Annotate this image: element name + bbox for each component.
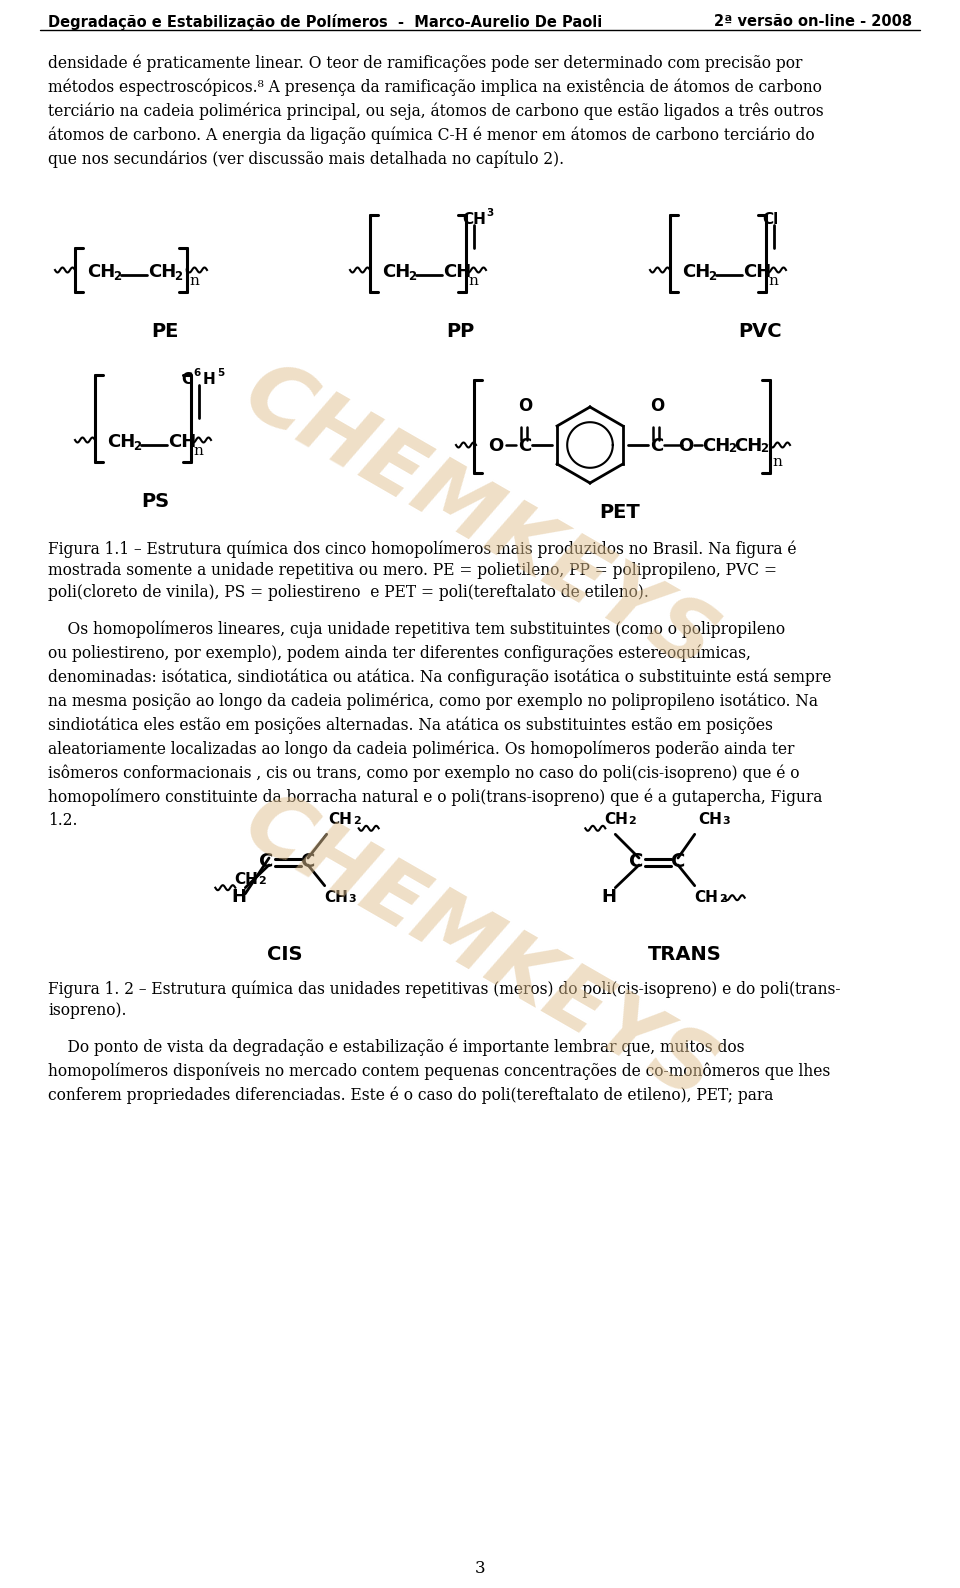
Text: 5: 5 <box>217 368 225 378</box>
Text: C: C <box>301 853 316 870</box>
Text: C: C <box>259 853 274 870</box>
Text: sindiotática eles estão em posições alternadas. Na atática os substituintes estã: sindiotática eles estão em posições alte… <box>48 716 773 734</box>
Text: CHEMKEYS: CHEMKEYS <box>229 781 731 1118</box>
Text: 2: 2 <box>628 816 636 826</box>
Text: C: C <box>518 437 531 456</box>
Text: PS: PS <box>141 492 169 511</box>
Text: C: C <box>181 372 192 387</box>
Text: isômeros conformacionais , cis ou trans, como por exemplo no caso do poli(cis-is: isômeros conformacionais , cis ou trans,… <box>48 764 800 781</box>
Text: n: n <box>468 275 478 287</box>
Text: CH: CH <box>328 813 352 827</box>
Text: CH: CH <box>604 813 628 827</box>
Text: densidade é praticamente linear. O teor de ramificações pode ser determinado com: densidade é praticamente linear. O teor … <box>48 56 803 73</box>
Text: Figura 1. 2 – Estrutura química das unidades repetitivas (meros) do poli(cis-iso: Figura 1. 2 – Estrutura química das unid… <box>48 980 841 997</box>
Text: CH: CH <box>234 872 258 886</box>
Text: Degradação e Estabilização de Polímeros  -  Marco-Aurelio De Paoli: Degradação e Estabilização de Polímeros … <box>48 14 602 30</box>
Text: 2: 2 <box>352 816 360 826</box>
Text: 3: 3 <box>474 1559 486 1577</box>
Text: CH: CH <box>148 264 177 281</box>
Text: aleatoriamente localizadas ao longo da cadeia polimérica. Os homopolímeros poder: aleatoriamente localizadas ao longo da c… <box>48 740 794 757</box>
Text: CH: CH <box>168 434 196 451</box>
Text: CH: CH <box>743 264 771 281</box>
Text: poli(cloreto de vinila), PS = poliestireno  e PET = poli(tereftalato de etileno): poli(cloreto de vinila), PS = poliestire… <box>48 584 649 600</box>
Text: C: C <box>650 437 663 456</box>
Text: 2: 2 <box>719 894 727 904</box>
Text: 2ª versão on-line - 2008: 2ª versão on-line - 2008 <box>714 14 912 29</box>
Text: CH: CH <box>324 889 348 905</box>
Text: CH: CH <box>382 264 410 281</box>
Text: O: O <box>518 397 532 414</box>
Text: CH: CH <box>87 264 115 281</box>
Text: H: H <box>203 372 216 387</box>
Text: CH: CH <box>702 437 731 456</box>
Text: CHEMKEYS: CHEMKEYS <box>229 351 731 689</box>
Text: PVC: PVC <box>738 322 781 341</box>
Text: CH: CH <box>107 434 135 451</box>
Text: n: n <box>193 445 203 457</box>
Text: Figura 1.1 – Estrutura química dos cinco homopolímeros mais produzidos no Brasil: Figura 1.1 – Estrutura química dos cinco… <box>48 540 797 557</box>
Text: conferem propriedades diferenciadas. Este é o caso do poli(tereftalato de etilen: conferem propriedades diferenciadas. Est… <box>48 1086 774 1104</box>
Text: 6: 6 <box>193 368 201 378</box>
Text: na mesma posição ao longo da cadeia polimérica, como por exemplo no polipropilen: na mesma posição ao longo da cadeia poli… <box>48 692 818 710</box>
Text: C: C <box>671 853 685 870</box>
Text: 2: 2 <box>708 270 716 283</box>
Text: CH: CH <box>682 264 710 281</box>
Text: ou poliestireno, por exemplo), podem ainda ter diferentes configurações estereoq: ou poliestireno, por exemplo), podem ain… <box>48 645 751 662</box>
Text: métodos espectroscópicos.⁸ A presença da ramificação implica na existência de át: métodos espectroscópicos.⁸ A presença da… <box>48 79 822 97</box>
Text: C: C <box>629 853 643 870</box>
Text: CH: CH <box>695 889 719 905</box>
Text: 3: 3 <box>486 208 493 218</box>
Text: que nos secundários (ver discussão mais detalhada no capítulo 2).: que nos secundários (ver discussão mais … <box>48 151 564 168</box>
Text: Do ponto de vista da degradação e estabilização é importante lembrar que, muitos: Do ponto de vista da degradação e estabi… <box>48 1039 745 1056</box>
Text: CH: CH <box>734 437 762 456</box>
Text: CIS: CIS <box>267 945 302 964</box>
Text: isopreno).: isopreno). <box>48 1002 127 1019</box>
Text: 2: 2 <box>728 441 736 456</box>
Text: 3: 3 <box>348 894 356 904</box>
Text: n: n <box>768 275 778 287</box>
Text: PP: PP <box>445 322 474 341</box>
Text: 2: 2 <box>133 440 141 453</box>
Text: CH: CH <box>699 813 723 827</box>
Text: CH: CH <box>462 213 486 227</box>
Text: homopolímeros disponíveis no mercado contem pequenas concentrações de co-monômer: homopolímeros disponíveis no mercado con… <box>48 1062 830 1080</box>
Text: n: n <box>772 456 781 468</box>
Text: TRANS: TRANS <box>648 945 722 964</box>
Text: 2: 2 <box>113 270 121 283</box>
Text: mostrada somente a unidade repetitiva ou mero. PE = polietileno, PP = polipropil: mostrada somente a unidade repetitiva ou… <box>48 562 777 580</box>
Text: 2: 2 <box>760 441 768 456</box>
Text: 1.2.: 1.2. <box>48 811 78 829</box>
Text: O: O <box>488 437 503 456</box>
Text: 2: 2 <box>408 270 416 283</box>
Text: denominadas: isótatica, sindiotática ou atática. Na configuração isotática o sub: denominadas: isótatica, sindiotática ou … <box>48 669 831 686</box>
Text: átomos de carbono. A energia da ligação química C-H é menor em átomos de carbono: átomos de carbono. A energia da ligação … <box>48 127 815 145</box>
Text: 3: 3 <box>723 816 731 826</box>
Text: terciário na cadeia polimérica principal, ou seja, átomos de carbono que estão l: terciário na cadeia polimérica principal… <box>48 103 824 121</box>
Text: PET: PET <box>600 503 640 522</box>
Text: n: n <box>189 275 199 287</box>
Text: 2: 2 <box>258 875 266 886</box>
Text: homopolímero constituinte da borracha natural e o poli(trans-isopreno) que é a g: homopolímero constituinte da borracha na… <box>48 788 823 805</box>
Text: CH: CH <box>443 264 471 281</box>
Text: PE: PE <box>152 322 179 341</box>
Text: Cl: Cl <box>762 213 779 227</box>
Text: H: H <box>601 888 616 905</box>
Text: 2: 2 <box>174 270 182 283</box>
Text: H: H <box>231 888 247 905</box>
Text: Os homopolímeros lineares, cuja unidade repetitiva tem substituintes (como o pol: Os homopolímeros lineares, cuja unidade … <box>48 619 785 637</box>
Text: O: O <box>678 437 693 456</box>
Text: O: O <box>650 397 664 414</box>
